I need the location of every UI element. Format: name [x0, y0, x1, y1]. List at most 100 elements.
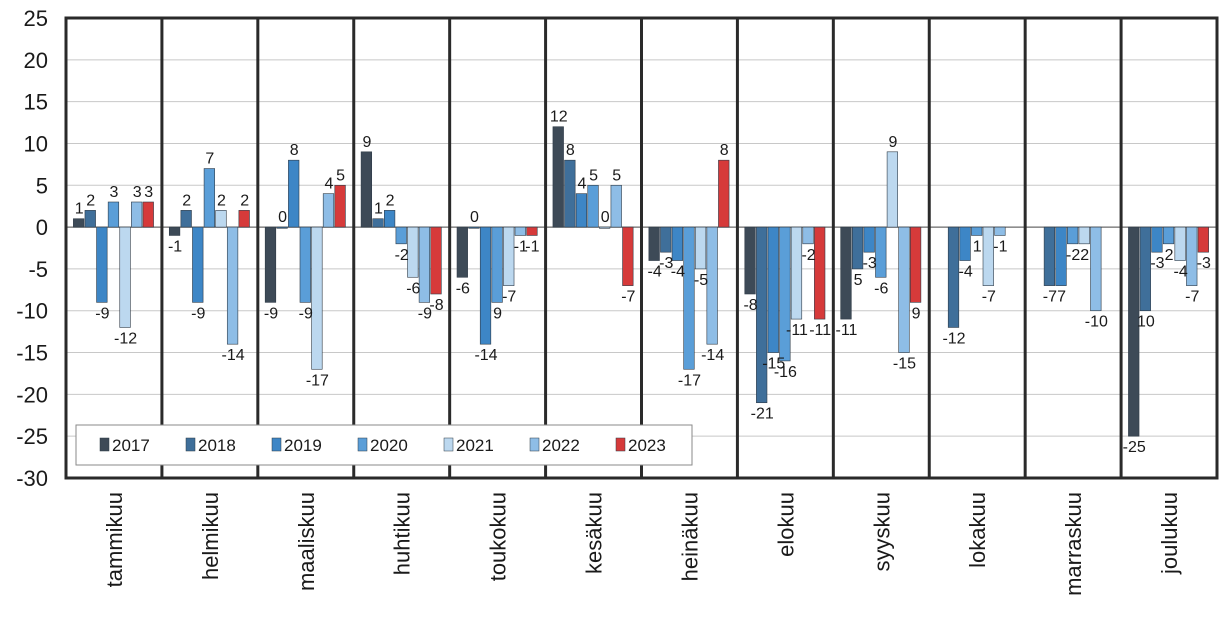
legend: 2017 2018 2019 2020 2021 2022 2023 [75, 424, 693, 466]
bar-2019-joulukuu [1151, 226, 1163, 253]
plot-frame [64, 16, 1219, 480]
bar-2020-huhtikuu [395, 226, 407, 245]
bar-2023-maaliskuu [334, 184, 346, 228]
bar-2021-tammikuu [119, 226, 131, 328]
data-label: 0 [470, 209, 479, 226]
bar-2018-elokuu [756, 226, 768, 404]
bar-2019-maaliskuu [288, 159, 300, 228]
bar-2020-elokuu [779, 226, 791, 362]
bar-2019-helmikuu [192, 226, 204, 303]
category-label: marraskuu [1061, 492, 1086, 596]
legend-swatch-2018 [185, 437, 196, 452]
data-label: 7 [205, 151, 214, 168]
data-label: -9 [264, 305, 278, 322]
legend-swatch-2023 [615, 437, 626, 452]
data-label: -1 [514, 238, 528, 255]
data-label: 4 [325, 176, 334, 193]
bar-2021-marraskuu [1078, 226, 1090, 245]
data-label: -15 [893, 356, 916, 373]
bar-2019-elokuu [767, 226, 779, 353]
bar-2019-tammikuu [96, 226, 108, 303]
legend-label: 2018 [198, 436, 236, 455]
bar-2022-tammikuu [131, 201, 143, 228]
data-label: 1 [374, 201, 383, 218]
bar-2023-kesäkuu [622, 226, 634, 286]
bar-2018-kesäkuu [564, 159, 576, 228]
bar-2017-tammikuu [73, 218, 85, 228]
data-label: -9 [299, 305, 313, 322]
bar-2017-maaliskuu [264, 226, 277, 303]
bar-2022-joulukuu [1186, 226, 1198, 286]
bar-2023-elokuu [814, 226, 826, 320]
legend-label: 2021 [456, 436, 494, 455]
bar-2019-kesäkuu [575, 193, 588, 228]
data-label: -1 [525, 238, 539, 255]
y-tick-label: 25 [24, 6, 48, 31]
data-label: 8 [566, 142, 575, 159]
bar-2021-syyskuu [886, 151, 898, 228]
data-label: 10 [1137, 314, 1155, 331]
bar-2021-maaliskuu [311, 226, 323, 370]
category-label: elokuu [773, 492, 798, 557]
data-label: 2 [217, 192, 226, 209]
data-label: -7 [1185, 289, 1199, 306]
bar-2018-heinäkuu [660, 226, 672, 253]
data-label: -3 [1197, 255, 1211, 272]
legend-label: 2023 [628, 436, 666, 455]
bar-2020-syyskuu [875, 226, 887, 278]
bar-2019-huhtikuu [384, 210, 396, 228]
data-label: 3 [144, 184, 153, 201]
data-label: -5 [694, 272, 708, 289]
data-label: -2 [395, 247, 409, 264]
bar-2022-maaliskuu [322, 193, 335, 228]
bar-2022-kesäkuu [610, 184, 622, 228]
data-label: -14 [474, 347, 497, 364]
data-label: -7 [1043, 289, 1057, 306]
data-label: 5 [336, 167, 345, 184]
data-label: -11 [786, 322, 808, 339]
y-tick-label: -30 [16, 466, 48, 491]
data-label: -12 [942, 330, 965, 347]
y-tick-label: 15 [24, 90, 48, 115]
data-label: 2 [182, 192, 191, 209]
bar-2018-lokakuu [947, 226, 960, 328]
y-tick-label: 20 [24, 48, 48, 73]
data-label: 3 [110, 184, 119, 201]
bar-2022-elokuu [802, 226, 814, 245]
data-label: -21 [751, 406, 774, 423]
legend-swatch-2022 [529, 437, 540, 452]
bar-2018-toukokuu [468, 226, 480, 229]
y-tick-label: -15 [16, 341, 48, 366]
data-label: -17 [306, 372, 329, 389]
category-label: toukokuu [486, 492, 511, 581]
legend-label: 2020 [370, 436, 408, 455]
category-label: maaliskuu [294, 492, 319, 591]
bar-2020-tammikuu [107, 201, 120, 228]
data-label: -4 [958, 264, 972, 281]
data-label: -2 [1066, 247, 1080, 264]
data-label: 9 [493, 305, 502, 322]
bar-2022-helmikuu [226, 226, 239, 345]
y-tick-label: -10 [16, 299, 48, 324]
bar-2018-marraskuu [1043, 226, 1056, 286]
data-label: 2 [1165, 247, 1174, 264]
bar-2018-helmikuu [180, 210, 192, 228]
y-tick-label: -5 [28, 257, 48, 282]
bar-2020-lokakuu [971, 226, 983, 236]
bar-2018-huhtikuu [372, 218, 384, 228]
y-tick-label: -25 [16, 424, 48, 449]
bar-2022-marraskuu [1090, 226, 1102, 312]
data-label: -6 [406, 280, 420, 297]
data-label: -14 [701, 347, 724, 364]
y-tick-label: 10 [24, 131, 48, 156]
bar-2023-syyskuu [909, 226, 922, 303]
data-label: -4 [1174, 264, 1188, 281]
bar-2018-maaliskuu [276, 226, 288, 229]
bar-2022-toukokuu [514, 226, 526, 236]
data-label: -3 [863, 255, 877, 272]
bar-2017-heinäkuu [648, 226, 660, 261]
bar-2021-huhtikuu [407, 226, 419, 278]
data-label: 2 [86, 192, 95, 209]
data-label: 2 [386, 192, 395, 209]
data-label: -1 [993, 238, 1007, 255]
